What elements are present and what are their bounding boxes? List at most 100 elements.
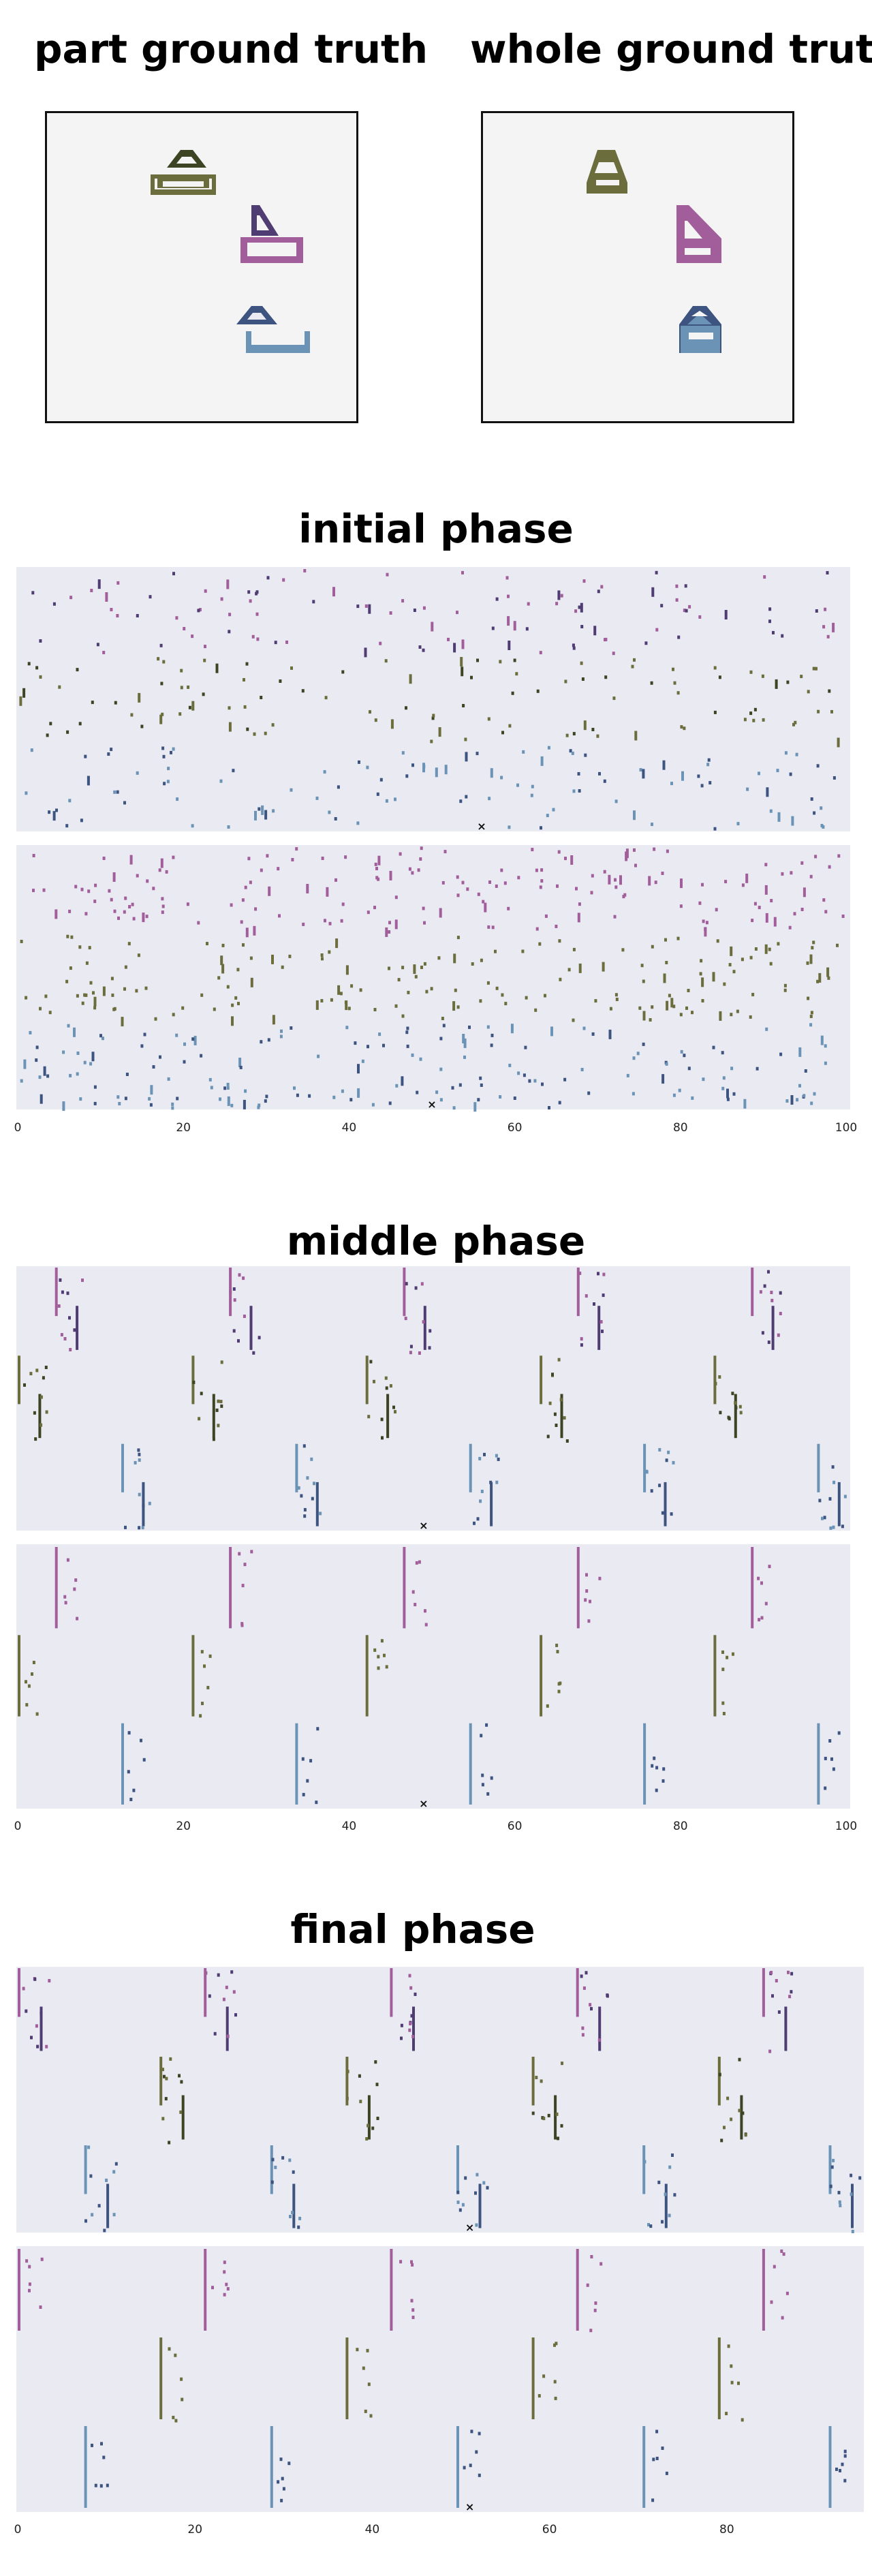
spike-mark (652, 2457, 655, 2462)
final-part-raster: × (18, 1968, 862, 2234)
spike-mark (511, 691, 514, 695)
spike-line (664, 2183, 668, 2228)
spike-mark (362, 2366, 365, 2370)
spike-mark (187, 685, 190, 689)
spike-mark (737, 2381, 740, 2385)
spike-mark (490, 768, 493, 778)
spike-mark (771, 1994, 774, 1998)
spike-mark (495, 1480, 499, 1484)
spike-mark (114, 701, 117, 705)
spike-mark (764, 1601, 768, 1606)
spike-mark (745, 873, 749, 883)
spike-mark (462, 704, 465, 707)
spike-mark (461, 2203, 465, 2207)
spike-mark (357, 1064, 360, 1074)
spike-mark (654, 880, 657, 885)
spike-mark (820, 806, 823, 810)
spike-mark (281, 965, 284, 969)
spike-mark (385, 799, 388, 803)
spike-mark (664, 2192, 667, 2196)
spike-mark (665, 961, 668, 964)
spike-mark (582, 579, 586, 583)
spike-mark (364, 2409, 367, 2413)
spike-mark (243, 1099, 246, 1109)
spike-line (229, 1547, 232, 1629)
spike-mark (266, 576, 270, 580)
spike-mark (250, 977, 253, 987)
spike-mark (389, 1384, 392, 1388)
spike-mark (388, 966, 390, 970)
spike-mark (112, 872, 116, 882)
x-tick-label: 40 (364, 2523, 380, 2536)
spike-mark (365, 2137, 369, 2141)
spike-mark (84, 993, 88, 997)
spike-mark (524, 1045, 527, 1049)
spike-mark (681, 771, 684, 781)
spike-mark (718, 2072, 721, 2076)
spike-mark (777, 942, 780, 946)
spike-mark (439, 1067, 443, 1071)
spike-mark (90, 589, 93, 592)
spike-mark (666, 849, 669, 853)
spike-mark (379, 778, 383, 782)
spike-mark (140, 1044, 144, 1048)
spike-mark (150, 1085, 153, 1095)
spike-mark (803, 1094, 806, 1098)
spike-mark (385, 1386, 388, 1390)
spike-mark (480, 1083, 483, 1087)
spike-line (664, 1482, 667, 1527)
spike-mark (698, 615, 702, 619)
spike-mark (513, 1097, 516, 1100)
spike-mark (249, 599, 252, 603)
spike-mark (401, 751, 405, 755)
blue-boat-top-and-base-icon (236, 306, 310, 353)
spike-mark (163, 2074, 166, 2079)
spike-mark (301, 1757, 305, 1761)
spike-mark (242, 943, 245, 947)
spike-mark (84, 2219, 87, 2223)
spike-mark (633, 810, 636, 821)
spike-mark (728, 963, 732, 967)
spike-mark (798, 1084, 801, 1088)
spike-mark (589, 2329, 593, 2333)
spike-mark (470, 675, 473, 679)
spike-mark (388, 921, 391, 925)
spike-mark (159, 1055, 161, 1059)
spike-mark (124, 1097, 127, 1101)
spike-mark (738, 2057, 741, 2061)
spike-mark (556, 884, 559, 888)
spike-mark (650, 681, 653, 685)
spike-mark (539, 651, 542, 655)
spike-mark (215, 663, 219, 673)
spike-mark (822, 625, 826, 629)
spike-mark (251, 634, 255, 639)
spike-mark (140, 724, 144, 729)
spike-mark (28, 2288, 31, 2293)
spike-mark (648, 876, 651, 886)
spike-mark (181, 1006, 185, 1010)
spike-mark (411, 1053, 414, 1057)
spike-mark (515, 672, 518, 676)
spike-mark (395, 1084, 399, 1088)
spike-mark (465, 795, 468, 799)
spike-mark (479, 1499, 482, 1503)
spike-mark (172, 747, 175, 751)
spike-mark (546, 1435, 550, 1439)
spike-mark (378, 1032, 382, 1037)
spike-mark (29, 1030, 32, 1034)
spike-mark (672, 667, 674, 671)
spike-mark (136, 874, 139, 878)
spike-mark (812, 666, 815, 671)
x-tick-label: 80 (672, 1121, 688, 1135)
spike-mark (587, 1619, 591, 1623)
whole-ground-truth-icons (587, 150, 721, 353)
spike-mark (634, 731, 638, 741)
spike-line (762, 1968, 765, 2017)
spike-mark (752, 718, 756, 722)
spike-mark (783, 988, 787, 992)
spike-mark (706, 763, 710, 767)
spike-mark (753, 707, 757, 711)
spike-mark (665, 1458, 668, 1462)
spike-mark (483, 1452, 486, 1456)
spike-mark (437, 956, 441, 960)
